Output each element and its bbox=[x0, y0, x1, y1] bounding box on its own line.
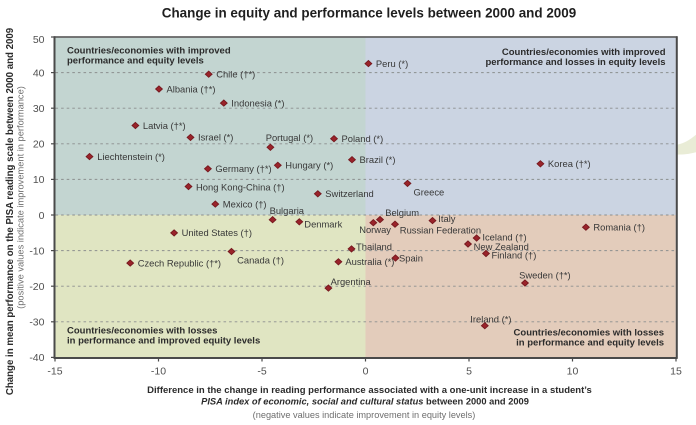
svg-text:Germany (†*): Germany (†*) bbox=[215, 163, 271, 174]
svg-text:Greece: Greece bbox=[414, 186, 445, 197]
svg-text:Switzerland: Switzerland bbox=[325, 188, 373, 199]
svg-text:-40: -40 bbox=[29, 352, 44, 364]
svg-text:30: 30 bbox=[33, 103, 45, 115]
svg-text:Canada (†): Canada (†) bbox=[237, 255, 284, 266]
svg-text:Argentina: Argentina bbox=[331, 276, 372, 287]
svg-text:New Zealand: New Zealand bbox=[474, 241, 529, 252]
svg-text:Countries/economies with losse: Countries/economies with losses bbox=[514, 328, 664, 339]
svg-text:(negative values indicate impr: (negative values indicate improvement in… bbox=[253, 410, 476, 420]
svg-text:PISA index of economic, social: PISA index of economic, social and cultu… bbox=[201, 397, 529, 407]
svg-text:Change in mean performance on: Change in mean performance on the PISA r… bbox=[5, 27, 16, 395]
svg-text:Liechtenstein (*): Liechtenstein (*) bbox=[97, 151, 165, 162]
svg-text:Italy: Italy bbox=[438, 213, 456, 224]
svg-text:Australia (*): Australia (*) bbox=[345, 256, 394, 267]
svg-text:Korea (†*): Korea (†*) bbox=[548, 158, 591, 169]
svg-text:Albania (†*): Albania (†*) bbox=[167, 83, 216, 94]
svg-text:-20: -20 bbox=[29, 281, 44, 293]
svg-text:10: 10 bbox=[567, 366, 579, 378]
svg-text:Indonesia (*): Indonesia (*) bbox=[231, 97, 284, 108]
svg-text:Czech Republic (†*): Czech Republic (†*) bbox=[138, 257, 221, 268]
svg-text:Countries/economies with impro: Countries/economies with improved bbox=[502, 47, 666, 58]
svg-text:-10: -10 bbox=[29, 245, 44, 257]
svg-text:United States (†): United States (†) bbox=[182, 227, 252, 238]
svg-text:Latvia (†*): Latvia (†*) bbox=[143, 120, 186, 131]
svg-text:0: 0 bbox=[363, 366, 369, 378]
svg-text:Portugal (*): Portugal (*) bbox=[266, 132, 313, 143]
svg-text:Poland (*): Poland (*) bbox=[342, 133, 384, 144]
svg-text:Spain: Spain bbox=[399, 253, 423, 264]
svg-text:Chile (†*): Chile (†*) bbox=[216, 69, 255, 80]
svg-text:Sweden (†*): Sweden (†*) bbox=[519, 270, 571, 281]
svg-text:performance and equity levels: performance and equity levels bbox=[67, 56, 204, 67]
svg-text:Hungary (*): Hungary (*) bbox=[285, 160, 333, 171]
svg-text:Peru (*): Peru (*) bbox=[376, 58, 408, 69]
svg-text:Thailand: Thailand bbox=[356, 241, 392, 252]
svg-text:5: 5 bbox=[466, 366, 472, 378]
svg-text:Denmark: Denmark bbox=[304, 218, 342, 229]
svg-text:Finland (†): Finland (†) bbox=[492, 250, 537, 261]
svg-text:Romania (†): Romania (†) bbox=[593, 222, 645, 233]
svg-text:Hong Kong-China (†): Hong Kong-China (†) bbox=[196, 182, 285, 193]
svg-text:-5: -5 bbox=[257, 366, 266, 378]
svg-text:-30: -30 bbox=[29, 317, 44, 329]
svg-text:Brazil (*): Brazil (*) bbox=[360, 154, 396, 165]
svg-text:Ireland (*): Ireland (*) bbox=[470, 314, 511, 325]
svg-text:Countries/economies with impro: Countries/economies with improved bbox=[67, 46, 231, 57]
svg-text:Norway: Norway bbox=[359, 224, 391, 235]
svg-text:10: 10 bbox=[33, 174, 45, 186]
svg-text:performance and losses in equi: performance and losses in equity levels bbox=[485, 57, 665, 68]
svg-text:Mexico (†): Mexico (†) bbox=[223, 198, 267, 209]
svg-text:Difference in the change in re: Difference in the change in reading perf… bbox=[147, 385, 592, 396]
svg-text:-15: -15 bbox=[47, 366, 62, 378]
svg-text:Israel (*): Israel (*) bbox=[198, 132, 233, 143]
svg-text:in performance and equity leve: in performance and equity levels bbox=[516, 337, 664, 348]
svg-text:Iceland (†): Iceland (†) bbox=[482, 232, 526, 243]
svg-text:40: 40 bbox=[33, 67, 45, 79]
svg-text:Belgium: Belgium bbox=[385, 207, 419, 218]
svg-text:50: 50 bbox=[33, 34, 45, 46]
svg-text:0: 0 bbox=[39, 210, 45, 222]
svg-text:Bulgaria: Bulgaria bbox=[270, 205, 305, 216]
svg-text:in performance and improved eq: in performance and improved equity level… bbox=[67, 335, 260, 346]
svg-text:Russian Federation: Russian Federation bbox=[400, 225, 481, 236]
svg-text:Countries/economies with losse: Countries/economies with losses bbox=[67, 326, 217, 337]
svg-text:-10: -10 bbox=[151, 366, 166, 378]
svg-text:20: 20 bbox=[33, 139, 45, 151]
svg-text:15: 15 bbox=[670, 366, 682, 378]
svg-text:Change in equity and performan: Change in equity and performance levels … bbox=[162, 6, 576, 21]
svg-text:(positive values indicate impr: (positive values indicate improvement in… bbox=[16, 86, 26, 309]
